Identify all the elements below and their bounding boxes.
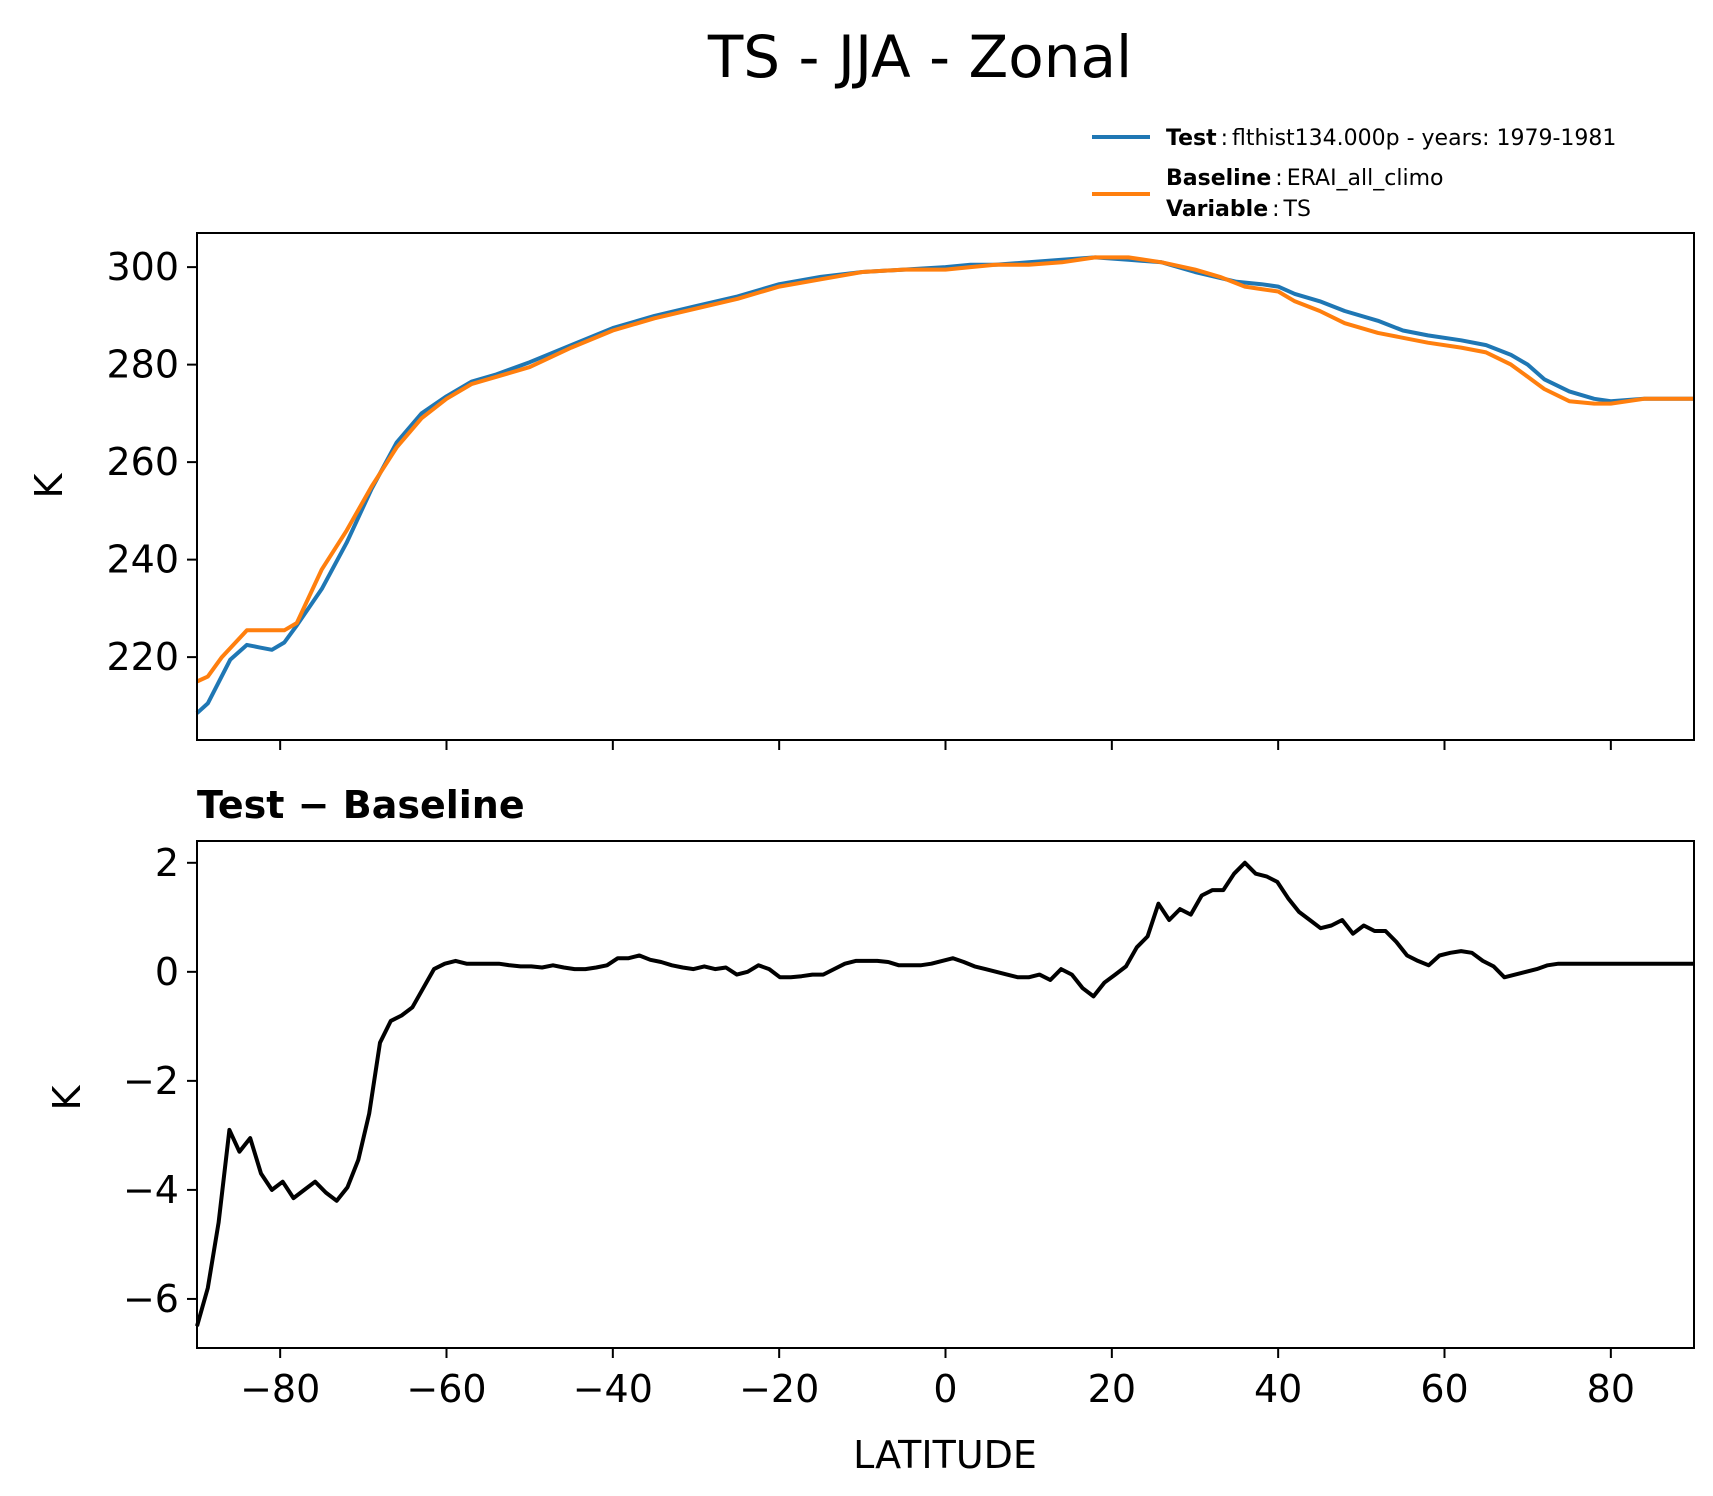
bottom-y-tick-label: 0 (155, 950, 179, 994)
legend-test-key: Test (1166, 126, 1217, 151)
legend-variable-value: TS (1283, 197, 1311, 222)
bottom-x-tick-label: 60 (1420, 1367, 1468, 1411)
top-x-axis (279, 740, 1612, 750)
bottom-axes-frame (196, 840, 1695, 1349)
bottom-y-tick-label: −4 (123, 1168, 179, 1212)
legend-baseline-value: ERAI_all_climo (1287, 166, 1444, 191)
bottom-x-tick-label: 20 (1088, 1367, 1136, 1411)
bottom-panel-title: Test − Baseline (197, 783, 525, 827)
legend: Test: flthist134.000p - years: 1979-1981 … (1092, 126, 1616, 222)
bottom-x-axis: −80 −60 −40 −20 0 20 40 60 80 (240, 1348, 1635, 1411)
top-y-axis: 220 240 260 280 300 (106, 245, 197, 679)
top-y-tick-label: 260 (106, 440, 179, 484)
bottom-x-tick-label: 0 (933, 1367, 957, 1411)
top-axes-frame (196, 232, 1695, 741)
legend-test-value: flthist134.000p - years: 1979-1981 (1232, 126, 1616, 151)
top-y-tick-label: 240 (106, 538, 179, 582)
x-axis-label: LATITUDE (853, 1433, 1037, 1477)
top-y-tick-label: 300 (106, 245, 179, 289)
top-series-line-baseline (196, 255, 1694, 684)
bottom-y-tick-label: −6 (123, 1277, 179, 1321)
legend-sep: : (1272, 197, 1279, 222)
top-y-tick-label: 280 (106, 343, 179, 387)
bottom-x-tick-label: −60 (406, 1367, 486, 1411)
bottom-x-tick-label: 40 (1254, 1367, 1302, 1411)
bottom-x-tick-label: −80 (240, 1367, 320, 1411)
legend-sep: : (1275, 166, 1282, 191)
top-y-axis-label: K (27, 472, 71, 498)
top-y-tick-label: 220 (106, 635, 179, 679)
legend-variable-entry: Variable: TS (1166, 197, 1311, 222)
figure-title: TS - JJA - Zonal (707, 23, 1132, 91)
bottom-y-tick-label: −2 (123, 1059, 179, 1103)
bottom-panel: Test − Baseline −6−4−202 −80 −60 −40 −20 0 20… (45, 783, 1695, 1477)
bottom-y-axis: −6 −4 −2 0 2 (123, 841, 197, 1321)
legend-sep: : (1221, 126, 1228, 151)
top-series-group (195, 255, 1694, 715)
top-series-line-test (195, 255, 1694, 715)
bottom-y-tick-label: 2 (155, 841, 179, 885)
top-panel: 220 240 260 280 300 K (27, 232, 1695, 750)
legend-baseline-entry: Baseline: ERAI_all_climo (1166, 166, 1443, 191)
bottom-x-tick-label: −40 (573, 1367, 653, 1411)
bottom-series-line-diff (195, 860, 1694, 1327)
legend-variable-key: Variable (1166, 197, 1268, 222)
bottom-x-tick-label: 80 (1587, 1367, 1635, 1411)
bottom-y-axis-label: K (45, 1084, 89, 1110)
bottom-x-tick-label: −20 (739, 1367, 819, 1411)
legend-test-entry: Test: flthist134.000p - years: 1979-1981 (1166, 126, 1616, 151)
legend-baseline-key: Baseline (1166, 166, 1271, 191)
bottom-series-group (195, 860, 1694, 1327)
